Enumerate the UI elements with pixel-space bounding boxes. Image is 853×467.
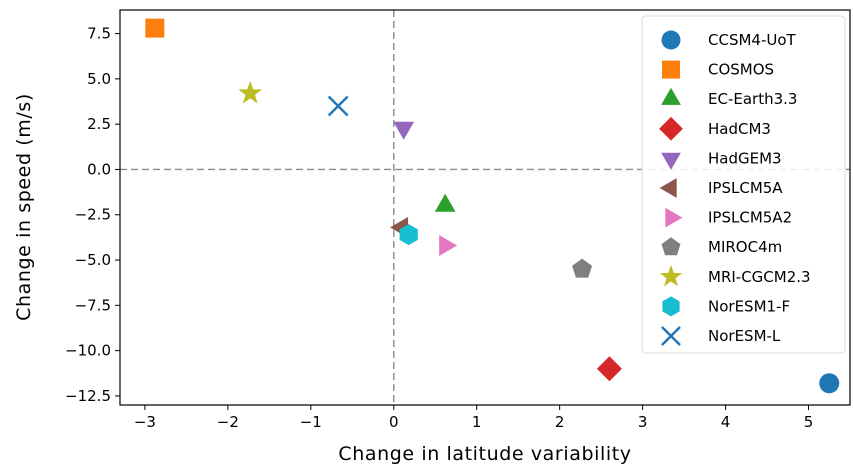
y-tick-label: −2.5 [75,206,111,224]
legend-label: EC-Earth3.3 [708,90,797,108]
x-tick-label: 5 [804,413,814,431]
legend-ipslcm5a-marker [659,178,677,198]
y-tick-label: 7.5 [87,25,111,43]
y-tick-label: −5.0 [75,251,111,269]
point-noresm-l-marker [327,95,349,117]
legend-ipslcm5a2-marker [665,207,683,228]
point-ccsm4-uot-marker [819,373,840,394]
legend-noresm-l-marker [661,326,681,346]
point-ipslcm5a2-marker [439,235,458,256]
legend-label: MRI-CGCM2.3 [708,268,811,286]
legend-frame [641,15,846,354]
x-axis-label: Change in latitude variability [338,443,631,465]
legend-label: HadCM3 [708,120,771,138]
point-miroc4m-marker [572,258,593,278]
y-tick-label: 5.0 [87,70,111,88]
legend-label: NorESM-L [708,327,781,345]
y-axis-label: Change in speed (m/s) [13,93,35,321]
legend-cosmos-marker [661,60,681,79]
legend-noresm1-f-marker [662,296,680,317]
x-tick-label: 1 [472,413,482,431]
legend-label: IPSLCM5A2 [708,209,792,227]
point-hadcm3-marker [596,356,622,382]
legend-label: MIROC4m [708,238,782,256]
x-tick-label: 4 [721,413,731,431]
point-noresm1-f-marker [399,224,418,246]
legend-label: CCSM4-UoT [708,31,797,49]
legend-miroc4m-marker [661,237,681,256]
point-mri-cgcm2-3-marker [238,80,263,104]
point-hadgem3-marker [393,121,415,140]
x-tick-label: 2 [555,413,565,431]
legend: CCSM4-UoT COSMOS EC-Earth3.3 HadCM3 HadGEM3 I… [641,15,846,354]
y-tick-label: −7.5 [75,296,111,314]
y-tick-label: −10.0 [65,342,111,360]
x-axis-ticks: −3 −2 −1 0 1 2 3 4 5 [134,405,813,431]
y-tick-label: 0.0 [87,160,111,178]
x-tick-label: 0 [389,413,399,431]
legend-label: IPSLCM5A [708,179,783,197]
x-tick-label: 3 [638,413,648,431]
x-tick-label: −2 [217,413,239,431]
point-ec-earth3-3-marker [434,193,456,212]
legend-hadcm3-marker [659,116,683,141]
legend-ccsm4-uot-marker [661,30,681,50]
point-cosmos-marker [145,18,165,38]
y-tick-label: −12.5 [65,387,111,405]
y-tick-label: 2.5 [87,115,111,133]
legend-ec-earth3-3-marker [661,87,681,105]
legend-label: HadGEM3 [708,149,782,167]
legend-label: NorESM1-F [708,297,790,315]
plot-frame [119,9,851,406]
x-tick-label: −3 [134,413,156,431]
y-axis-ticks: 7.5 5.0 2.5 0.0 −2.5 −5.0 −7.5 −10.0 −12.5 [65,25,120,405]
legend-mri-cgcm2-3-marker [659,264,683,287]
x-tick-label: −1 [300,413,322,431]
legend-label: COSMOS [708,61,774,79]
data-points [145,18,840,394]
legend-hadgem3-marker [661,152,681,170]
